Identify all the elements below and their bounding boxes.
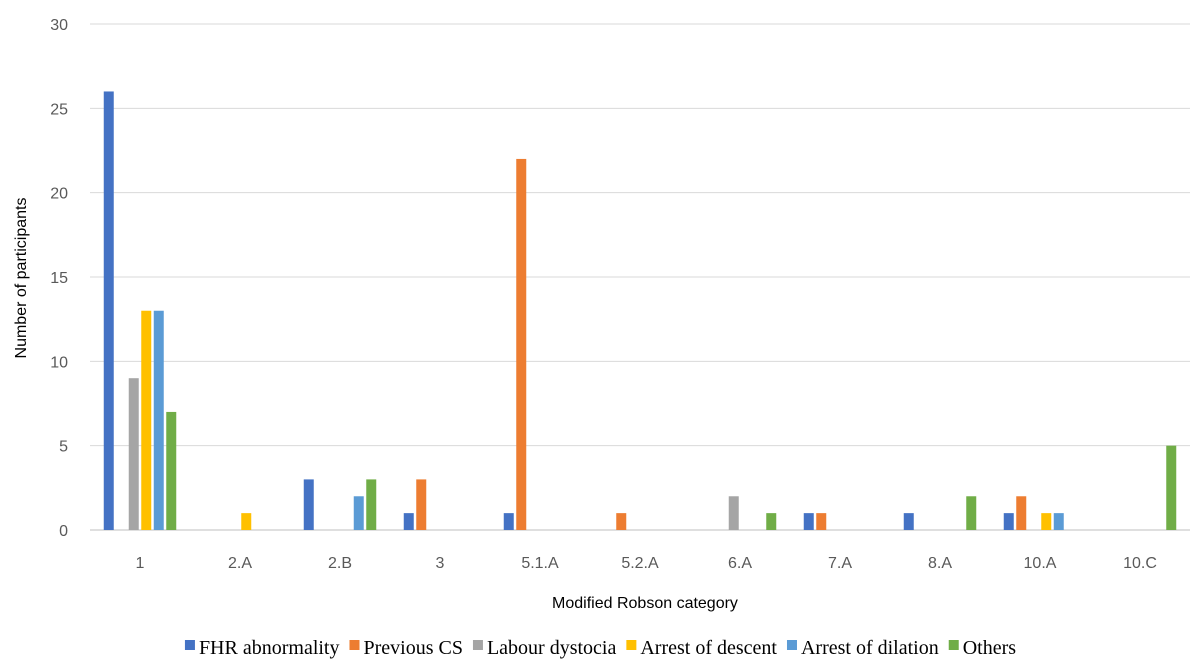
legend-label: Previous CS [363, 637, 462, 659]
x-tick-label: 10.C [1123, 555, 1157, 572]
bar [303, 479, 314, 530]
y-tick-label: 10 [50, 354, 68, 371]
legend-item: Arrest of dilation [786, 637, 939, 659]
bar [1016, 496, 1027, 530]
x-tick-label: 5.1.A [521, 555, 559, 572]
y-tick-label: 5 [59, 439, 68, 456]
legend-label: Arrest of descent [640, 637, 777, 659]
bar [353, 496, 364, 530]
bar [803, 513, 814, 530]
legend-label: Labour dystocia [487, 637, 617, 659]
legend-item: Arrest of descent [626, 637, 777, 659]
legend-swatch [948, 640, 959, 650]
x-tick-label: 6.A [728, 555, 752, 572]
bars [103, 91, 1177, 530]
bar [241, 513, 252, 530]
legend-label: Others [963, 637, 1017, 659]
bar [128, 378, 139, 530]
bar [816, 513, 827, 530]
bar [903, 513, 914, 530]
legend-item: FHR abnormality [184, 637, 340, 659]
bar [966, 496, 977, 530]
bar [166, 411, 177, 530]
legend-label: Arrest of dilation [801, 637, 939, 659]
bar [1003, 513, 1014, 530]
bar [616, 513, 627, 530]
bar [103, 91, 114, 530]
y-tick-label: 15 [50, 270, 68, 287]
y-axis-ticks: 0 5 10 15 20 25 30 [50, 17, 68, 540]
bar [153, 310, 164, 530]
legend-item: Others [948, 637, 1017, 659]
y-tick-label: 30 [50, 17, 68, 34]
bar [728, 496, 739, 530]
y-axis-title: Number of participants [13, 198, 30, 359]
legend: FHR abnormality Previous CS Labour dystoci… [184, 637, 1017, 659]
x-tick-label: 7.A [828, 555, 852, 572]
y-tick-label: 0 [59, 523, 68, 540]
legend-item: Previous CS [349, 637, 463, 659]
y-tick-label: 25 [50, 101, 68, 118]
x-axis-title: Modified Robson category [552, 595, 738, 612]
bar [416, 479, 427, 530]
bar [503, 513, 514, 530]
y-tick-label: 20 [50, 186, 68, 203]
gridlines [90, 23, 1190, 531]
legend-swatch [184, 640, 195, 650]
bar [403, 513, 414, 530]
legend-item: Labour dystocia [472, 637, 617, 659]
legend-swatch [472, 640, 483, 650]
bar [1166, 445, 1177, 530]
x-axis-ticks: 1 2.A 2.B 3 5.1.A 5.2.A 6.A 7.A 8.A 10.A 10.C [136, 555, 1157, 572]
x-tick-label: 8.A [928, 555, 952, 572]
bar [1041, 513, 1052, 530]
x-tick-label: 10.A [1024, 555, 1057, 572]
bar [766, 513, 777, 530]
x-tick-label: 3 [436, 555, 445, 572]
x-tick-label: 2.B [328, 555, 352, 572]
legend-label: FHR abnormality [199, 637, 340, 659]
bar [1053, 513, 1064, 530]
bar [141, 310, 152, 530]
x-tick-label: 2.A [228, 555, 252, 572]
legend-swatch [626, 640, 637, 650]
bar [516, 158, 527, 530]
legend-swatch [786, 640, 797, 650]
legend-swatch [349, 640, 360, 650]
x-tick-label: 1 [136, 555, 145, 572]
x-tick-label: 5.2.A [621, 555, 659, 572]
bar [366, 479, 377, 530]
